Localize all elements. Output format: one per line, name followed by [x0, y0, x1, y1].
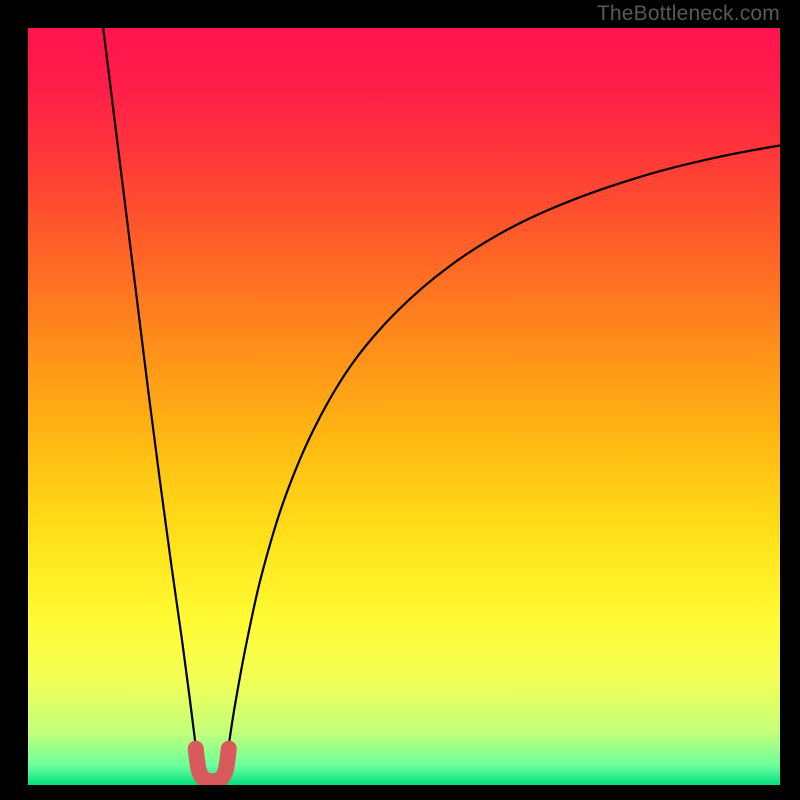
chart-svg [28, 28, 780, 785]
chart-frame: TheBottleneck.com [0, 0, 800, 800]
watermark-text: TheBottleneck.com [597, 0, 780, 28]
gradient-background [28, 28, 780, 785]
plot-area [28, 28, 780, 785]
